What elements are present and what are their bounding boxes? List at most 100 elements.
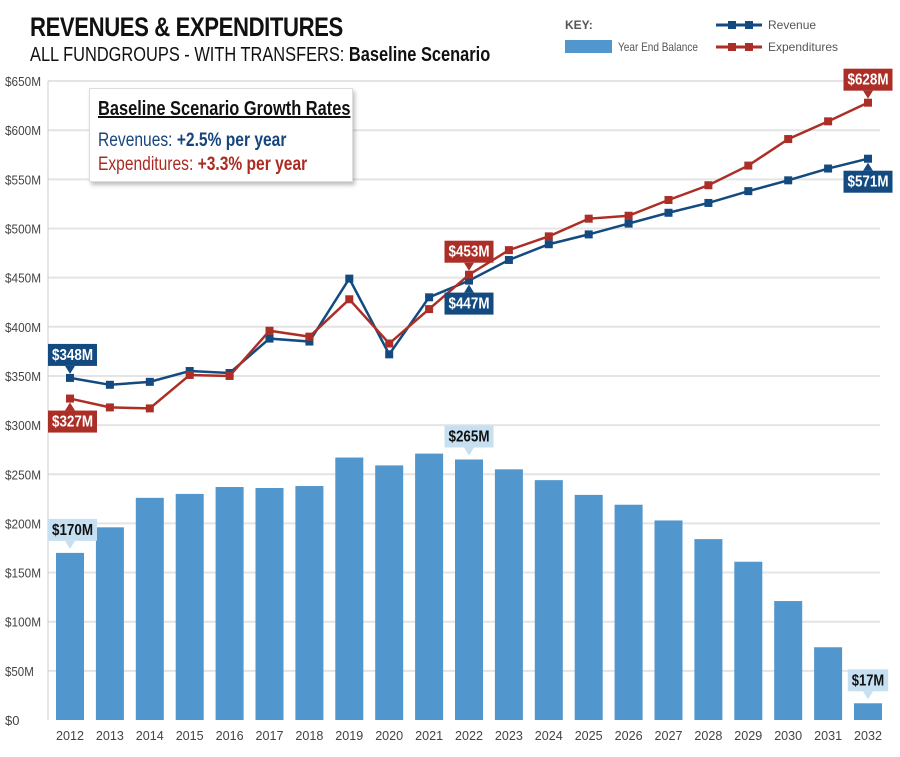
revenue-marker <box>145 377 154 386</box>
callout-year-end-balance: $17M <box>847 669 889 700</box>
revenue-marker <box>544 240 553 249</box>
revenue-marker <box>305 337 314 346</box>
bar-year-end-balance <box>854 703 882 720</box>
revenue-marker <box>425 293 434 302</box>
callout-box <box>48 343 97 366</box>
callout-label: $327M <box>52 414 93 431</box>
expenditures-marker <box>425 305 434 314</box>
callout-label: $265M <box>449 429 490 446</box>
x-tick-label: 2031 <box>814 728 842 743</box>
bar-year-end-balance <box>375 465 404 720</box>
callout-box <box>847 669 889 692</box>
callout-expenditures: $453M <box>444 240 494 271</box>
bar-year-end-balance <box>135 497 164 720</box>
y-tick-label: $300M <box>5 418 41 433</box>
y-tick-label: $150M <box>5 566 41 581</box>
expenditures-marker <box>864 98 872 107</box>
callout-revenue: $447M <box>444 284 494 315</box>
expenditures-marker <box>504 246 513 255</box>
callout-box <box>48 410 97 433</box>
bar-year-end-balance <box>56 552 84 720</box>
expenditures-marker <box>824 117 833 126</box>
revenue-marker <box>465 276 473 285</box>
callout-pointer <box>863 162 873 171</box>
x-tick-label: 2018 <box>295 728 323 743</box>
expenditures-marker <box>66 394 74 403</box>
x-tick-label: 2012 <box>56 728 84 743</box>
expenditures-marker <box>704 181 713 190</box>
bar-year-end-balance <box>694 539 723 720</box>
expenditures-marker <box>664 195 673 204</box>
callout-pointer <box>863 90 873 99</box>
y-tick-label: $600M <box>5 123 41 138</box>
legend-label-revenue: Revenue <box>768 18 816 32</box>
revenue-growth-value: +2.5% per year <box>176 130 287 151</box>
x-tick-label: 2028 <box>694 728 722 743</box>
chart-subtitle: ALL FUNDGROUPS - WITH TRANSFERS: Baselin… <box>30 44 490 67</box>
callout-year-end-balance: $265M <box>444 425 494 456</box>
callout-expenditures: $327M <box>48 402 97 433</box>
expenditures-marker <box>465 270 473 279</box>
expenditure-growth-label: Expenditures: <box>98 154 198 175</box>
x-tick-label: 2032 <box>854 728 882 743</box>
x-tick-label: 2029 <box>734 728 762 743</box>
expenditures-marker <box>265 326 274 335</box>
y-tick-label: $100M <box>5 615 41 630</box>
bar-year-end-balance <box>574 494 603 720</box>
legend-marker-expenditures <box>728 43 736 51</box>
expenditures-marker <box>185 370 194 379</box>
revenue-marker <box>345 274 354 283</box>
x-tick-label: 2021 <box>415 728 443 743</box>
legend-swatch-year-end-balance <box>565 40 612 53</box>
expenditures-marker <box>624 211 633 220</box>
x-tick-label: 2015 <box>176 728 204 743</box>
x-tick-label: 2027 <box>655 728 683 743</box>
x-tick-label: 2024 <box>535 728 563 743</box>
bar-year-end-balance <box>95 527 124 720</box>
x-tick-label: 2017 <box>256 728 284 743</box>
bar-year-end-balance <box>415 453 444 720</box>
revenue-marker <box>584 230 593 239</box>
callout-pointer <box>464 262 474 271</box>
revenue-marker <box>265 334 274 343</box>
bar-year-end-balance <box>494 469 523 720</box>
revenue-growth: Revenues: +2.5% per year <box>98 130 286 152</box>
y-tick-label: $550M <box>5 172 41 187</box>
callout-pointer <box>65 402 75 411</box>
x-tick-label: 2016 <box>216 728 244 743</box>
bar-year-end-balance <box>654 520 683 720</box>
legend-marker-revenue <box>745 21 753 29</box>
bar-year-end-balance <box>455 459 483 720</box>
callout-box <box>444 425 494 448</box>
expenditure-growth: Expenditures: +3.3% per year <box>98 154 307 176</box>
bar-year-end-balance <box>335 457 364 720</box>
legend-label-year-end-balance: Year End Balance <box>618 40 698 54</box>
callout-box <box>444 240 494 263</box>
x-tick-label: 2022 <box>455 728 483 743</box>
callout-revenue: $348M <box>48 343 97 374</box>
revenue-marker <box>105 380 114 389</box>
expenditures-marker <box>784 135 793 144</box>
callout-label: $628M <box>848 72 889 89</box>
expenditures-marker <box>345 295 354 304</box>
expenditures-marker <box>145 404 154 413</box>
expenditures-marker <box>385 339 394 348</box>
bar-year-end-balance <box>255 488 284 720</box>
callout-label: $447M <box>449 296 490 313</box>
subtitle-prefix: ALL FUNDGROUPS - WITH TRANSFERS: <box>30 44 349 66</box>
callout-box <box>48 518 97 541</box>
bar-year-end-balance <box>734 561 763 720</box>
expenditures-marker <box>584 214 593 223</box>
callout-revenue: $571M <box>843 162 893 193</box>
revenue-marker <box>744 187 753 196</box>
callout-pointer <box>65 540 75 549</box>
x-tick-label: 2023 <box>495 728 523 743</box>
callout-box <box>444 292 494 315</box>
revenue-marker <box>504 255 513 264</box>
y-tick-label: $200M <box>5 516 41 531</box>
expenditures-marker <box>544 232 553 241</box>
expenditures-marker <box>305 332 314 341</box>
bar-year-end-balance <box>614 504 643 720</box>
